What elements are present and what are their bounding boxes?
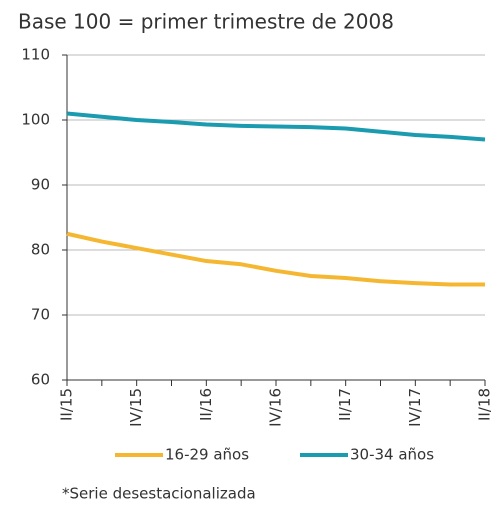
legend-label: 16-29 años <box>165 446 249 464</box>
y-tick-label: 60 <box>31 371 50 389</box>
x-tick-label: IV/16 <box>267 388 285 427</box>
chart-title: Base 100 = primer trimestre de 2008 <box>18 10 394 34</box>
x-tick-label: II/16 <box>197 388 215 421</box>
x-tick-label: II/17 <box>336 388 354 421</box>
legend-label: 30-34 años <box>350 446 434 464</box>
footnote: *Serie desestacionalizada <box>62 485 256 503</box>
y-tick-label: 70 <box>31 306 50 324</box>
y-tick-label: 80 <box>31 241 50 259</box>
y-tick-label: 100 <box>21 111 50 129</box>
y-tick-label: 90 <box>31 176 50 194</box>
y-tick-label: 110 <box>21 46 50 64</box>
series-line <box>66 231 485 287</box>
x-tick-label: IV/15 <box>127 388 145 427</box>
x-tick-label: IV/17 <box>406 388 424 427</box>
x-tick-label: II/18 <box>476 388 494 421</box>
x-tick-label: II/15 <box>58 388 76 421</box>
series-line <box>66 111 486 142</box>
